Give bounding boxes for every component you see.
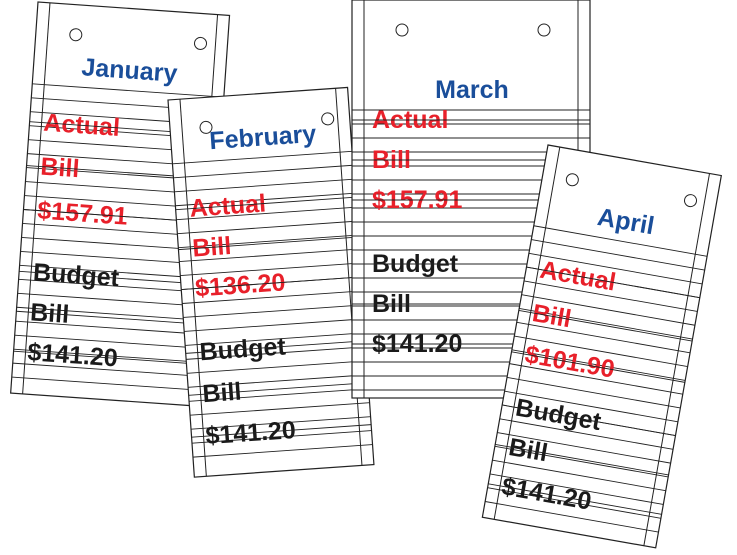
ruled-line bbox=[489, 473, 664, 505]
ruled-line bbox=[182, 290, 362, 304]
punch-hole bbox=[684, 194, 698, 208]
ruled-line bbox=[492, 459, 666, 492]
ruled-line bbox=[13, 350, 206, 365]
margin-line bbox=[335, 88, 363, 466]
ruled-line bbox=[190, 402, 370, 416]
ruled-line bbox=[172, 150, 353, 165]
ruled-line bbox=[523, 280, 698, 312]
ruled-line bbox=[521, 294, 696, 326]
ruled-line bbox=[12, 362, 205, 377]
ruled-line bbox=[533, 225, 708, 257]
note-sheet: FebruaryActualBill$136.20BudgetBill$141.… bbox=[167, 86, 375, 478]
ruled-line bbox=[185, 340, 366, 354]
ruled-line bbox=[185, 332, 365, 346]
ruled-line bbox=[17, 292, 210, 308]
ruled-line bbox=[485, 501, 659, 533]
ruled-line bbox=[531, 239, 705, 271]
ruled-line bbox=[14, 334, 207, 350]
ruled-line bbox=[188, 382, 369, 396]
ruled-line bbox=[495, 443, 669, 476]
ruled-line bbox=[504, 390, 678, 423]
ruled-line bbox=[176, 206, 356, 221]
ruled-line bbox=[189, 388, 369, 402]
ruled-line bbox=[177, 220, 357, 235]
margin-line bbox=[179, 99, 207, 477]
ruled-line bbox=[511, 351, 685, 383]
punch-hole bbox=[194, 36, 208, 50]
ruled-line bbox=[187, 360, 367, 374]
ruled-line bbox=[526, 266, 700, 299]
ruled-line bbox=[502, 404, 676, 436]
ruled-line bbox=[497, 432, 671, 464]
ruled-line bbox=[173, 164, 354, 179]
ruled-line bbox=[175, 196, 356, 211]
punch-hole bbox=[321, 112, 335, 126]
ruled-line bbox=[494, 445, 669, 478]
ruled-line bbox=[178, 236, 359, 251]
ruled-line bbox=[506, 376, 681, 409]
ruled-line bbox=[514, 335, 688, 368]
ruled-line bbox=[188, 374, 368, 388]
ruled-line bbox=[179, 248, 359, 263]
ruled-line bbox=[32, 83, 224, 98]
ruled-line bbox=[509, 363, 683, 395]
ruled-line bbox=[499, 418, 674, 450]
ruled-line bbox=[16, 306, 209, 322]
punch-hole bbox=[395, 23, 409, 37]
ruled-line bbox=[511, 349, 686, 381]
ruled-line bbox=[518, 310, 693, 342]
punch-hole bbox=[199, 120, 213, 134]
note-sheet: AprilActualBill$101.90BudgetBill$141.20 bbox=[481, 144, 723, 549]
ruled-line bbox=[19, 270, 211, 286]
ruled-line bbox=[191, 430, 372, 444]
ruled-line bbox=[191, 424, 372, 438]
month-label: March bbox=[435, 76, 509, 104]
ruled-line bbox=[16, 310, 208, 326]
ruled-line bbox=[181, 276, 361, 290]
ruled-line bbox=[192, 444, 373, 458]
ruled-line bbox=[13, 348, 206, 363]
ruled-line bbox=[487, 487, 661, 519]
ruled-line bbox=[190, 416, 371, 430]
ruled-line bbox=[18, 278, 211, 294]
ruled-line bbox=[519, 308, 693, 340]
ruled-line bbox=[184, 318, 364, 332]
punch-hole bbox=[565, 173, 579, 187]
ruled-line bbox=[175, 192, 355, 207]
punch-hole bbox=[537, 23, 551, 37]
ruled-line bbox=[186, 346, 366, 360]
margin-line bbox=[22, 2, 51, 394]
ruled-line bbox=[528, 252, 703, 285]
ruled-line bbox=[488, 483, 662, 515]
ruled-line bbox=[174, 178, 355, 193]
ruled-line bbox=[11, 376, 204, 391]
month-label: January bbox=[81, 53, 179, 88]
ruled-line bbox=[183, 304, 363, 318]
punch-hole bbox=[69, 28, 83, 42]
ruled-line bbox=[19, 264, 212, 280]
ruled-line bbox=[15, 320, 208, 336]
margin-line bbox=[643, 173, 711, 546]
ruled-line bbox=[180, 262, 360, 277]
ruled-line bbox=[516, 321, 691, 354]
margin-line bbox=[493, 146, 561, 520]
ruled-line bbox=[178, 234, 358, 249]
